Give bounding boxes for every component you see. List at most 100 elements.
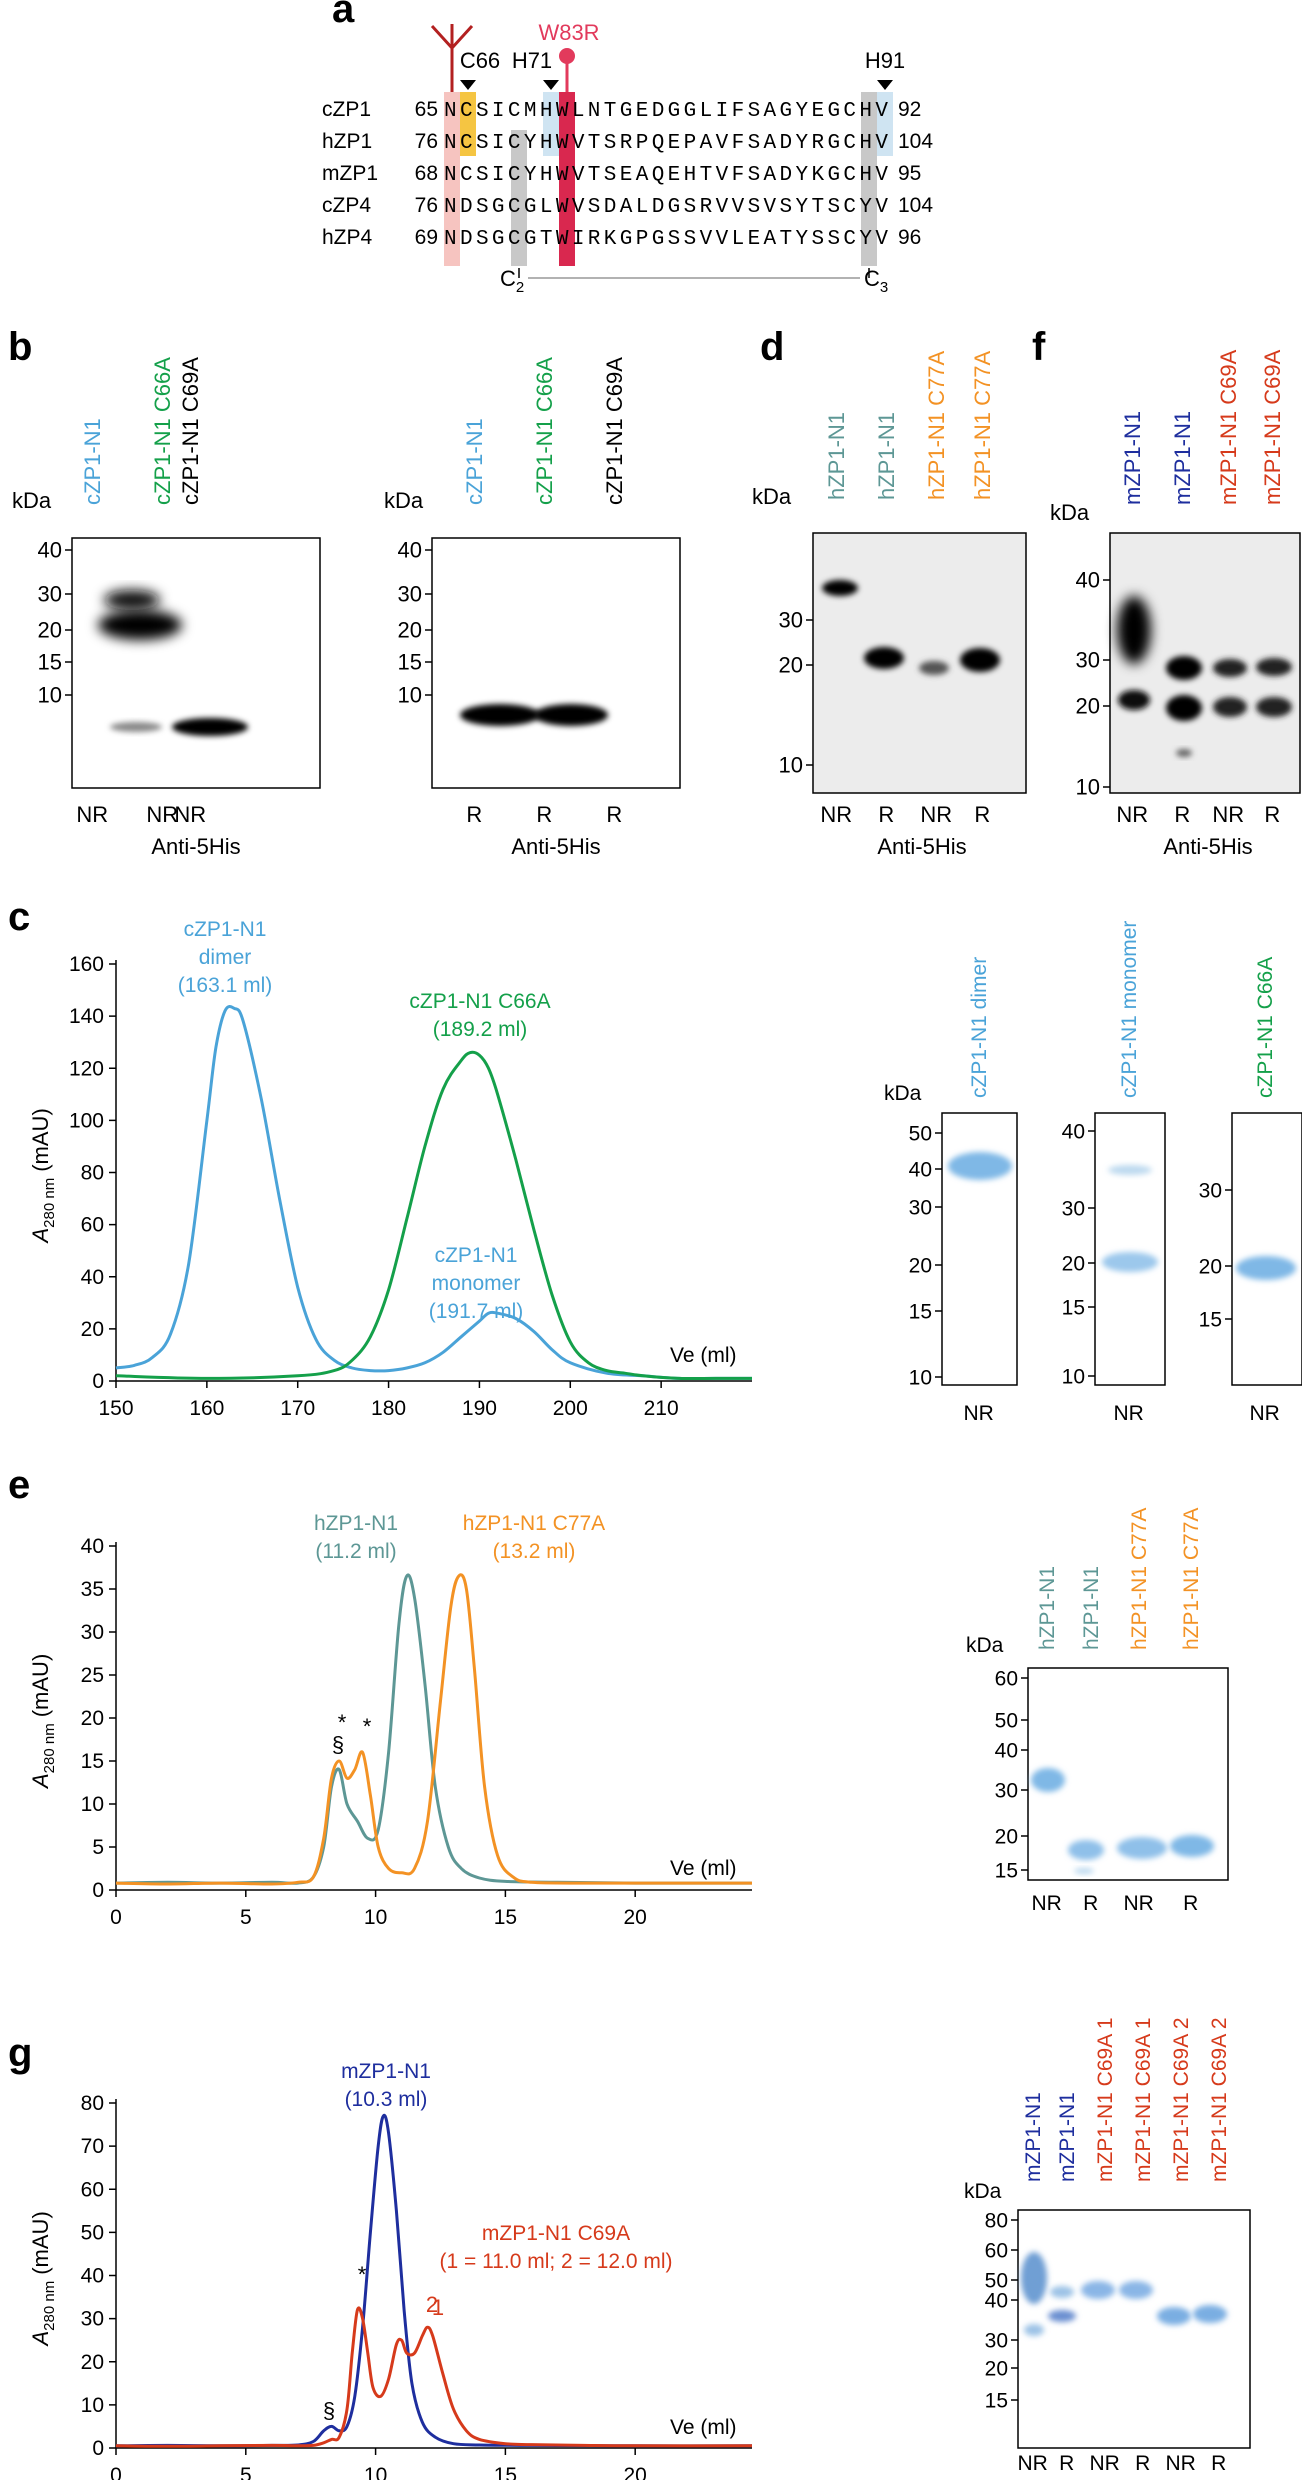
seq-end: 96	[898, 226, 921, 249]
y-tick-label: 20	[81, 2351, 104, 2374]
condition-label: R	[466, 802, 482, 827]
band-dimer	[1021, 2252, 1047, 2304]
condition-label: NR	[1031, 1892, 1061, 1915]
seq-start: 76	[415, 130, 438, 153]
c66-highlight	[460, 92, 476, 156]
band-faint	[1074, 1868, 1094, 1874]
blot-membrane	[431, 537, 681, 789]
y-tick-label: 80	[81, 1162, 104, 1185]
band-dimer	[98, 610, 182, 640]
mw-tick-label: 30	[779, 608, 803, 633]
band-monomer	[1102, 1252, 1158, 1272]
seq-name: cZP1	[322, 98, 371, 121]
band-monomer-weak	[919, 661, 949, 675]
band-upper	[1166, 656, 1202, 680]
blot-b-nonreducing: kDa 40 30 20 15 10 cZP1-N1 cZP1-N1 C66A cZP1-N1 …	[12, 357, 321, 859]
lane-label: mZP1-N1 C69A	[1216, 349, 1241, 505]
gel-c-dimer: kDa 50 40 30 20 15 10 cZP1-N1 dimer NR	[884, 957, 1018, 1425]
seq-end: 104	[898, 130, 933, 153]
y-axis-label-subscript: 280 nm	[41, 2281, 58, 2331]
band-monomer	[1170, 1835, 1214, 1857]
band-faint-dimer	[1108, 1165, 1152, 1175]
lane-label: cZP1-N1 C66A	[1254, 957, 1277, 1098]
band-upper	[1256, 658, 1292, 676]
glyco-site-highlight	[444, 92, 460, 266]
series-line	[115, 1005, 752, 1381]
seq-residues: NCSICMHWLNTGEDGGLIFSAGYEGCHV	[444, 100, 888, 123]
band-monomer	[1119, 2281, 1153, 2299]
lane-label: hZP1-N1	[1036, 1566, 1059, 1650]
condition-label: NR	[1116, 802, 1148, 827]
seq-name: hZP4	[322, 226, 373, 249]
mw-tick-label: 40	[1076, 568, 1100, 593]
seq-start: 69	[415, 226, 438, 249]
mw-tick-label: 15	[995, 1859, 1018, 1882]
x-tick-label: 5	[240, 1906, 252, 1929]
x-tick-label: 180	[371, 1397, 406, 1420]
x-axis-label: Ve (ml)	[670, 1857, 737, 1880]
c2-label: C2	[500, 266, 524, 296]
h71-triangle-icon	[543, 80, 559, 90]
mw-tick-label: 20	[1062, 1252, 1085, 1275]
mw-tick-label: 15	[909, 1300, 932, 1323]
blot-membrane	[71, 537, 321, 789]
condition-label: NR	[76, 802, 108, 827]
band-monomer	[1117, 1837, 1167, 1859]
y-tick-label: 30	[81, 1621, 104, 1644]
condition-label: R	[1059, 2452, 1074, 2475]
band-lower	[1256, 697, 1292, 717]
chart-annotation: *	[338, 1710, 347, 1735]
condition-label: R	[1174, 802, 1190, 827]
seq-start: 68	[415, 162, 438, 185]
band-smear	[104, 590, 160, 610]
mw-tick-label: 50	[909, 1122, 932, 1145]
y-tick-label: 40	[81, 2265, 104, 2288]
mw-tick-label: 40	[1062, 1120, 1085, 1143]
y-tick-label: 100	[69, 1109, 104, 1132]
antibody-label: Anti-5His	[151, 834, 240, 859]
y-tick-label: 120	[69, 1057, 104, 1080]
band-monomer	[172, 718, 248, 736]
mw-tick-label: 40	[398, 538, 422, 563]
band-monomer	[1118, 690, 1150, 710]
y-axis-label-unit: (mAU)	[28, 2211, 53, 2275]
chart-annotation: mZP1-N1	[341, 2060, 431, 2083]
lane-label: cZP1-N1 C69A	[178, 357, 203, 505]
c66-label: C66	[460, 48, 500, 73]
condition-label: R	[1135, 2452, 1150, 2475]
lane-label: mZP1-N1 C69A 2	[1170, 2017, 1193, 2182]
x-tick-label: 210	[644, 1397, 679, 1420]
x-tick-label: 20	[624, 2464, 647, 2480]
y-tick-label: 40	[81, 1266, 104, 1289]
band-monomer-faint	[110, 722, 162, 732]
mw-tick-label: 20	[779, 653, 803, 678]
y-tick-label: 60	[81, 1214, 104, 1237]
h71-highlight	[543, 92, 559, 156]
mw-tick-label: 30	[38, 582, 62, 607]
mw-tick-label: 15	[985, 2389, 1008, 2412]
kda-label: kDa	[1050, 500, 1090, 525]
mw-tick-label: 20	[985, 2357, 1008, 2380]
lane-label: cZP1-N1	[462, 418, 487, 505]
series-line	[115, 1050, 752, 1381]
mw-tick-label: 50	[995, 1709, 1018, 1732]
gel-bands	[1031, 1768, 1214, 1874]
chart-c: 0 20 40 60 80 100 120 140 160 150 160 170 180 190 200 2…	[28, 918, 752, 1420]
x-tick-label: 150	[98, 1397, 133, 1420]
seq-end: 92	[898, 98, 921, 121]
antibody-label: Anti-5His	[511, 834, 600, 859]
y-axis-label-symbol: A	[28, 2331, 53, 2348]
chart-e: 0 5 10 15 20 25 30 35 40 0 5 10 15 20 A280 nm (mAU) Ve (…	[28, 1512, 753, 1929]
y-tick-label: 20	[81, 1707, 104, 1730]
mw-tick-label: 10	[1062, 1365, 1085, 1388]
lane-label: hZP1-N1 C77A	[1180, 1508, 1203, 1650]
series-line	[115, 2306, 753, 2448]
band-lower	[1166, 695, 1202, 721]
y-axis-label-symbol: A	[28, 1773, 53, 1790]
chart-annotation: hZP1-N1 C77A	[463, 1512, 605, 1535]
lane-label: hZP1-N1	[874, 412, 899, 500]
chart-annotation: (191.7 ml)	[429, 1300, 524, 1323]
mw-tick-label: 50	[985, 2269, 1008, 2292]
lane-label: mZP1-N1 C69A 1	[1094, 2017, 1117, 2182]
